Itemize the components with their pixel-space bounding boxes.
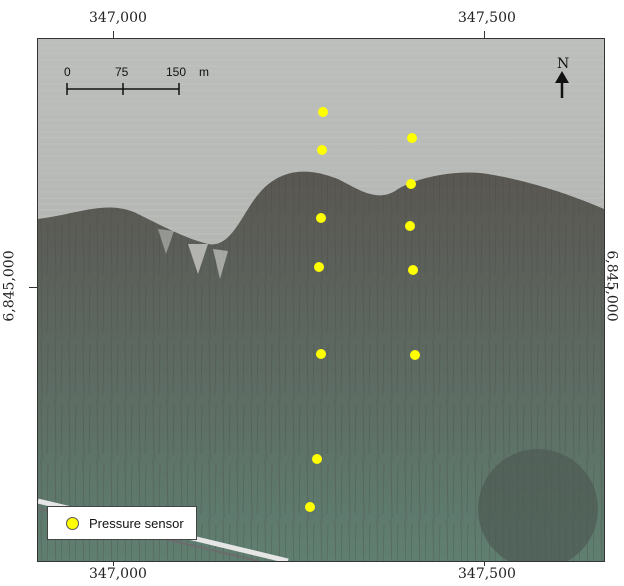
bottom-easting-label-1: 347,000 [89, 566, 147, 582]
scale-label-150: 150 [166, 65, 186, 79]
top-easting-label-1: 347,000 [89, 10, 147, 26]
north-arrow: N [555, 56, 569, 98]
top-easting-label-2: 347,500 [458, 10, 516, 26]
pressure-sensor [408, 265, 418, 275]
pressure-sensor [405, 221, 415, 231]
bottom-easting-label-2: 347,500 [458, 566, 516, 582]
pressure-sensor [317, 145, 327, 155]
legend-label: Pressure sensor [89, 515, 184, 531]
scale-unit: m [199, 65, 209, 79]
top-tick-1 [113, 31, 114, 41]
pressure-sensor [318, 107, 328, 117]
pressure-sensor [312, 454, 322, 464]
bottom-tick-2 [484, 558, 485, 566]
pressure-sensor [316, 213, 326, 223]
left-northing-label: 6,845,000 [1, 250, 18, 322]
pressure-sensor [314, 262, 324, 272]
pressure-sensor [407, 133, 417, 143]
right-northing-label: 6,845,000 [603, 250, 620, 322]
top-tick-2 [484, 31, 485, 41]
pressure-sensor [406, 179, 416, 189]
aerial-imagery: 0 75 150 m N [38, 39, 604, 561]
right-tick [603, 287, 613, 288]
scale-bar: 0 75 150 m [64, 65, 209, 95]
pressure-sensor [305, 502, 315, 512]
pressure-sensor [410, 350, 420, 360]
scale-label-0: 0 [64, 65, 71, 79]
light-patch-3 [158, 229, 174, 254]
left-tick [29, 287, 39, 288]
pressure-sensor [316, 349, 326, 359]
map-legend: Pressure sensor [47, 506, 197, 540]
bottom-tick-1 [113, 558, 114, 566]
north-label: N [557, 56, 569, 72]
scale-label-75: 75 [115, 65, 129, 79]
north-arrow-head [555, 71, 569, 83]
light-patch-2 [213, 249, 228, 279]
sensor-column-east [405, 133, 420, 360]
marsh-streaks [38, 171, 604, 561]
dark-patch [478, 449, 598, 561]
map-frame: 0 75 150 m N [37, 38, 605, 562]
pressure-sensor-symbol-icon [66, 516, 79, 530]
light-patch-1 [188, 244, 208, 274]
sensor-column-west [305, 107, 328, 512]
